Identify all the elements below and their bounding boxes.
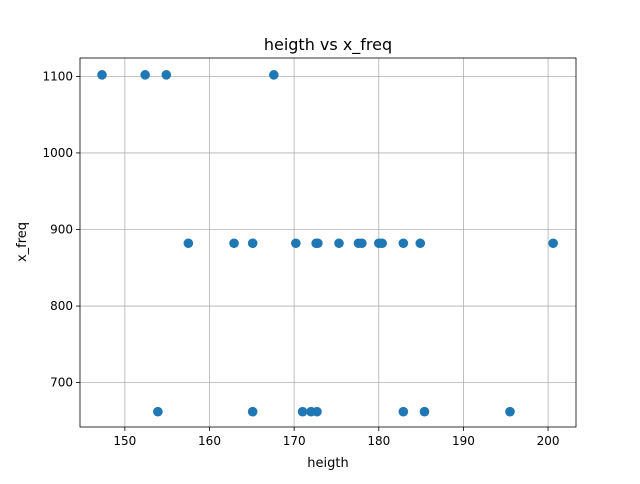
scatter-point	[297, 406, 308, 417]
y-tick-label: 1000	[42, 146, 73, 160]
scatter-point	[398, 406, 409, 417]
scatter-point	[229, 238, 239, 249]
scatter-point	[419, 406, 430, 417]
x-tick-label: 190	[452, 434, 475, 448]
y-tick-label: 900	[50, 222, 73, 236]
x-tick-label: 170	[283, 434, 306, 448]
scatter-point	[312, 406, 322, 417]
scatter-point	[140, 70, 150, 80]
grid-lines	[80, 58, 576, 427]
scatter-point	[548, 238, 558, 249]
scatter-point	[291, 238, 301, 249]
scatter-point	[505, 406, 515, 417]
scatter-point	[377, 238, 387, 249]
y-tick-label: 700	[50, 376, 73, 390]
y-tick-label: 800	[50, 299, 73, 313]
scatter-point	[161, 70, 172, 80]
x-axis-label: heigth	[307, 456, 348, 471]
scatter-point	[269, 70, 279, 80]
x-tick-label: 180	[367, 434, 390, 448]
x-tick-label: 200	[537, 434, 560, 448]
scatter-point	[183, 238, 194, 249]
scatter-point	[153, 406, 163, 417]
plot-frame	[79, 57, 577, 428]
scatter-point	[313, 238, 323, 249]
scatter-point	[398, 238, 409, 249]
x-tick-label: 150	[113, 434, 136, 448]
chart-title: heigth vs x_freq	[264, 35, 392, 55]
data-points	[97, 70, 558, 417]
scatter-point	[357, 238, 367, 249]
axis-ticks: 150 160 170 180 190 200 700 800 900 1000 1100	[42, 69, 559, 448]
scatter-point	[334, 238, 344, 249]
y-axis-label: x_freq	[15, 222, 30, 262]
x-tick-label: 160	[198, 434, 221, 448]
scatter-point	[247, 238, 258, 249]
scatter-point	[415, 238, 426, 249]
scatter-point	[97, 70, 107, 80]
scatter-point	[247, 406, 258, 417]
y-tick-label: 1100	[42, 69, 73, 83]
